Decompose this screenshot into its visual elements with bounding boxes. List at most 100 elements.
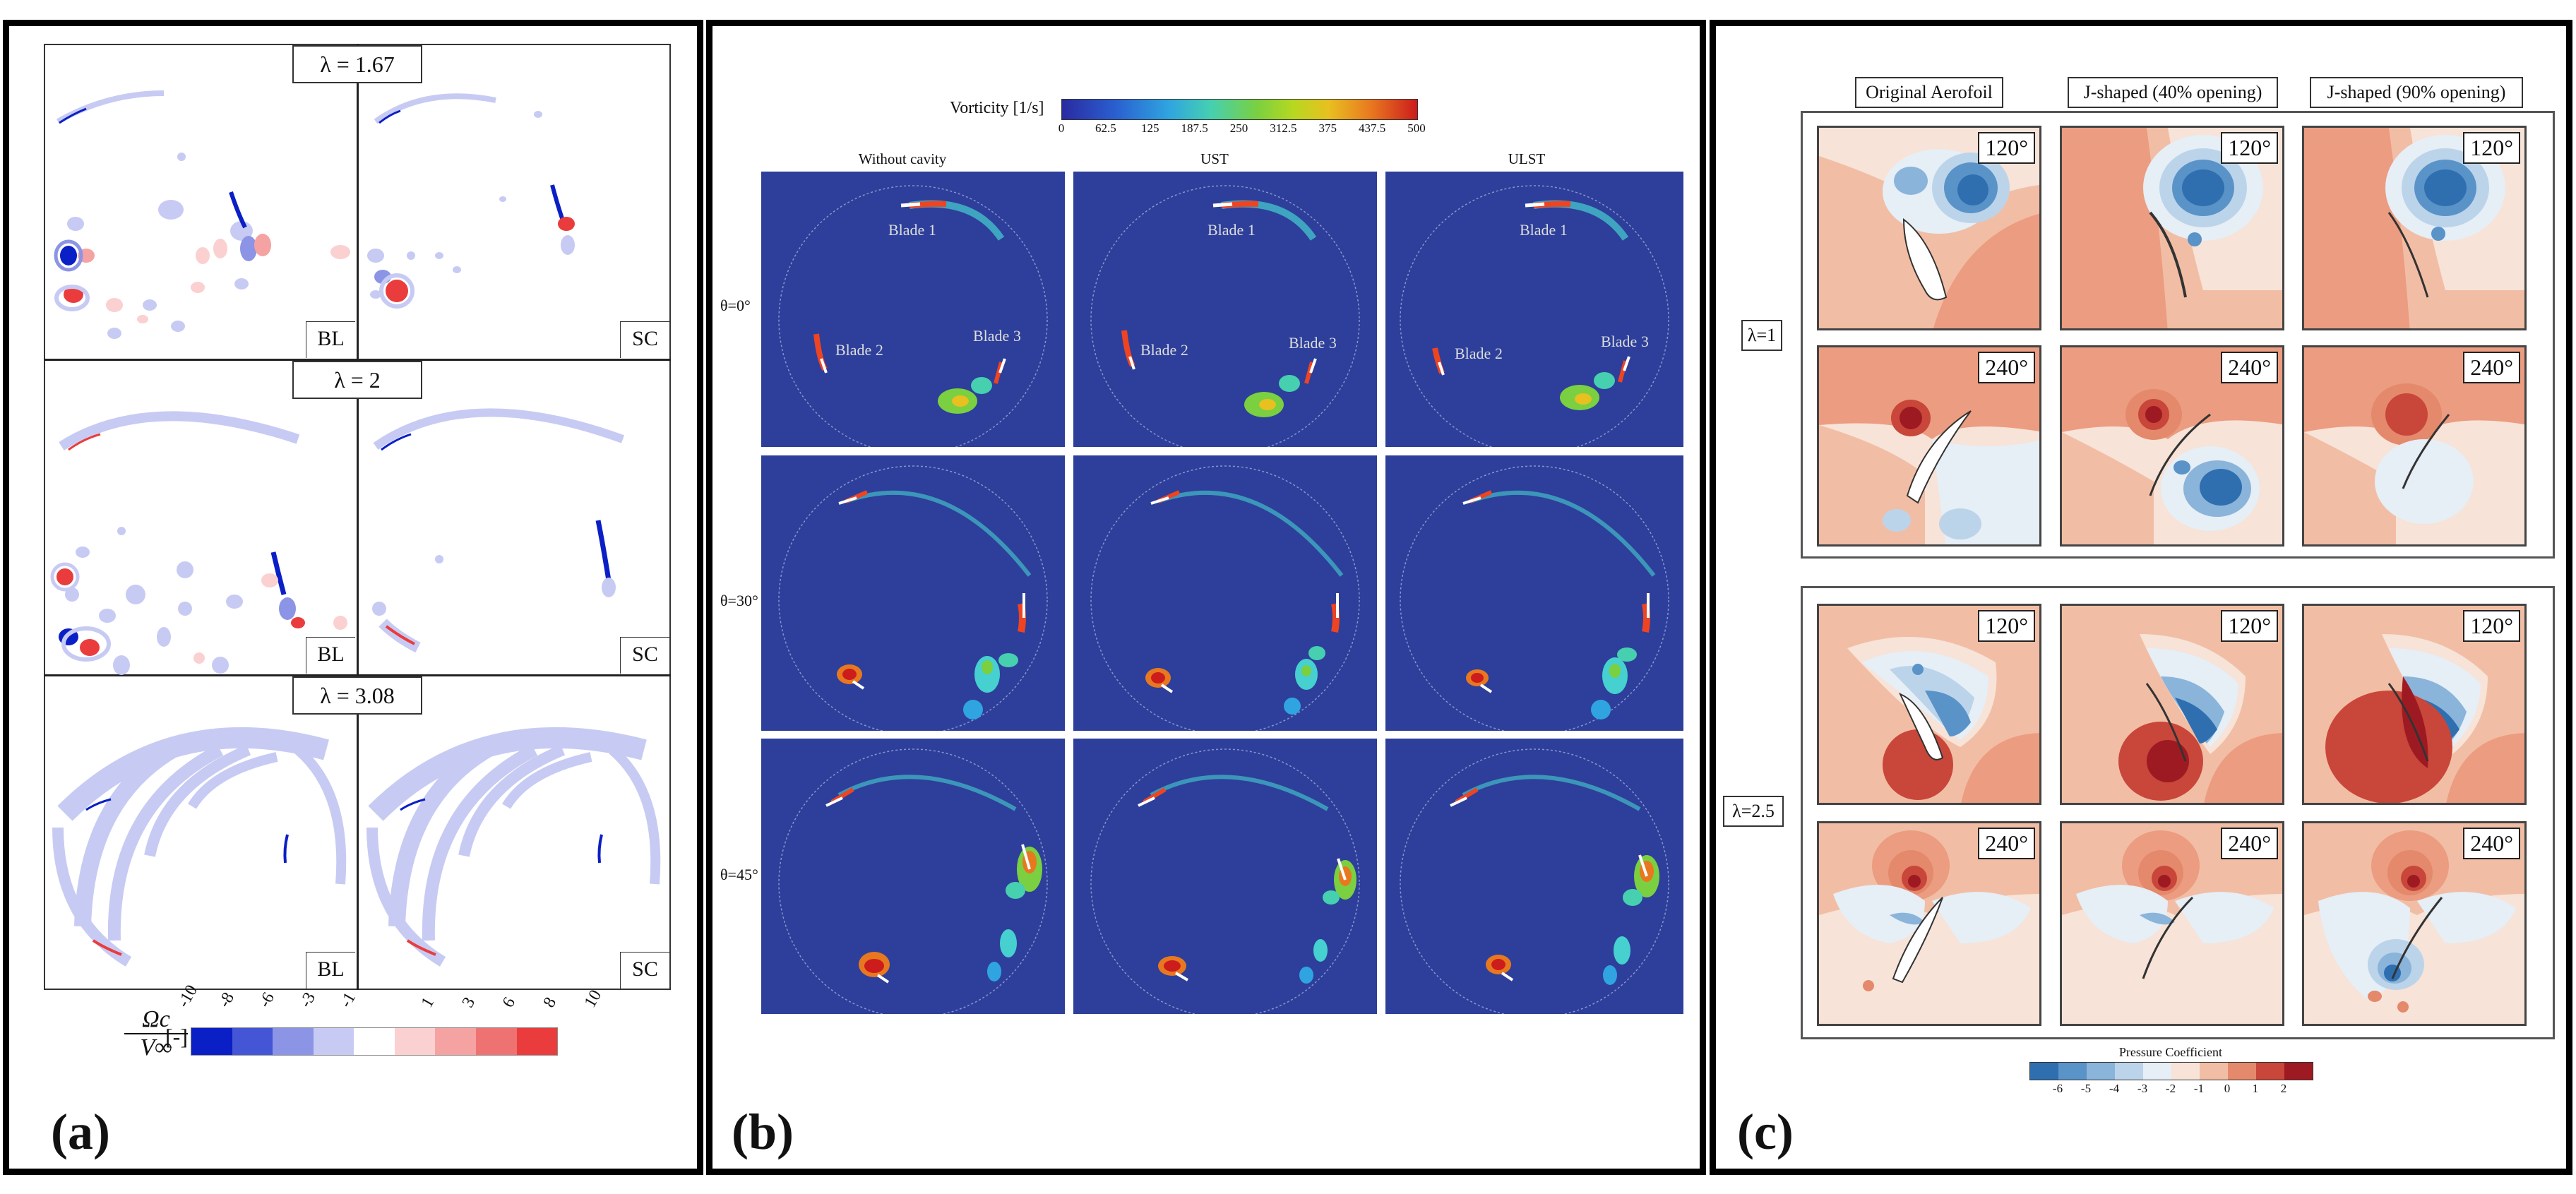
colorbar-swatch bbox=[435, 1028, 476, 1055]
colorbar-tick-label: -4 bbox=[2109, 1082, 2120, 1095]
panel-c-group-frame-2 bbox=[1801, 586, 2555, 1039]
colorbar-swatch bbox=[313, 1028, 354, 1055]
vorticity-cell-r3c1 bbox=[761, 739, 1065, 1014]
sc-label-row3: SC bbox=[620, 952, 669, 989]
cp-cell-g2-240-c1: 240° bbox=[1817, 821, 2041, 1026]
blade-2-label: Blade 2 bbox=[1140, 341, 1188, 359]
panel-b-colorbar-title: Vorticity [1/s] bbox=[950, 99, 1044, 117]
colorbar-tick-label: -6 bbox=[255, 989, 279, 1011]
panel-a-divider-v bbox=[357, 44, 359, 990]
cp-cell-g2-120-c1: 120° bbox=[1817, 604, 2041, 805]
colorbar-tick-label: 1 bbox=[417, 994, 439, 1011]
panel-b-row-label-3: θ=45° bbox=[720, 866, 758, 883]
angle-label: 240° bbox=[2463, 352, 2520, 383]
colorbar-swatch bbox=[354, 1028, 395, 1055]
vorticity-cell-r1c2: Blade 1 Blade 2 Blade 3 bbox=[1073, 172, 1377, 447]
colorbar-tick-label: 3 bbox=[458, 994, 479, 1011]
colorbar-tick-label: 2 bbox=[2280, 1082, 2287, 1095]
panel-c-col-header-3: J-shaped (90% opening) bbox=[2310, 77, 2523, 108]
vorticity-cell-r3c2 bbox=[1073, 739, 1377, 1014]
cp-cell-g1-240-c3: 240° bbox=[2302, 345, 2527, 547]
lambda-label-1: λ = 1.67 bbox=[292, 45, 422, 83]
blade-3-label: Blade 3 bbox=[1601, 333, 1649, 350]
bl-label-row2: BL bbox=[306, 637, 355, 674]
colorbar-swatch bbox=[273, 1028, 314, 1055]
sc-label-row2: SC bbox=[620, 637, 669, 674]
angle-label: 120° bbox=[2221, 132, 2278, 164]
colorbar-tick-label: -1 bbox=[336, 989, 360, 1011]
colorbar-tick-label: 125 bbox=[1141, 121, 1159, 135]
blade-2-label: Blade 2 bbox=[835, 341, 883, 359]
colorbar-swatch bbox=[2087, 1063, 2115, 1080]
colorbar-tick-label: 6 bbox=[499, 994, 520, 1011]
colorbar-swatch bbox=[2058, 1063, 2087, 1080]
cp-cell-g1-120-c2: 120° bbox=[2060, 126, 2284, 330]
bl-label-row3: BL bbox=[306, 952, 355, 989]
colorbar-tick-label: -1 bbox=[2193, 1082, 2205, 1095]
panel-b-col-header-2: UST bbox=[1200, 150, 1229, 167]
panel-a-divider-h1 bbox=[44, 359, 671, 361]
colorbar-tick-label: -8 bbox=[215, 989, 238, 1011]
colorbar-swatch bbox=[475, 1028, 517, 1055]
colorbar-swatch bbox=[394, 1028, 436, 1055]
blade-3-label: Blade 3 bbox=[1289, 334, 1337, 352]
colorbar-swatch bbox=[2171, 1063, 2200, 1080]
panel-c-lambda-label-2: λ=2.5 bbox=[1723, 796, 1784, 827]
angle-label: 240° bbox=[2221, 352, 2278, 383]
panel-c-lambda-label-1: λ=1 bbox=[1741, 320, 1782, 351]
panel-a-divider-h2 bbox=[44, 674, 671, 676]
colorbar-tick-label: 187.5 bbox=[1181, 121, 1208, 135]
panel-c-col-header-1: Original Aerofoil bbox=[1855, 77, 2003, 108]
panel-b-label: (b) bbox=[732, 1104, 794, 1160]
cp-cell-g1-240-c2: 240° bbox=[2060, 345, 2284, 547]
colorbar-tick-label: 375 bbox=[1318, 121, 1337, 135]
cp-cell-g2-120-c2: 120° bbox=[2060, 604, 2284, 805]
cp-cell-g2-240-c3: 240° bbox=[2302, 821, 2527, 1026]
panel-c-colorbar-ticks: -6 -5 -4 -3 -2 -1 0 1 2 bbox=[2029, 1082, 2312, 1097]
vorticity-cell-r1c3: Blade 1 Blade 2 Blade 3 bbox=[1385, 172, 1683, 447]
vorticity-cell-r1c1: Blade 1 Blade 2 Blade 3 bbox=[761, 172, 1065, 447]
colorbar-swatch bbox=[2284, 1063, 2313, 1080]
blade-3-label: Blade 3 bbox=[973, 327, 1021, 345]
vorticity-cell-r2c2 bbox=[1073, 455, 1377, 731]
cp-cell-g1-120-c3: 120° bbox=[2302, 126, 2527, 330]
cp-cell-g2-240-c2: 240° bbox=[2060, 821, 2284, 1026]
vorticity-row3-sc bbox=[366, 727, 661, 967]
colorbar-swatch bbox=[2143, 1063, 2171, 1080]
cp-cell-g1-120-c1: 120° bbox=[1817, 126, 2041, 330]
vorticity-row2-bl bbox=[50, 411, 347, 675]
panel-c-label: (c) bbox=[1737, 1104, 1794, 1160]
panel-a-label: (a) bbox=[51, 1104, 110, 1160]
panel-c-col-header-2: J-shaped (40% opening) bbox=[2068, 77, 2278, 108]
colorbar-swatch bbox=[191, 1028, 232, 1055]
colorbar-tick-label: 250 bbox=[1229, 121, 1248, 135]
colorbar-tick-label: -3 bbox=[2137, 1082, 2148, 1095]
angle-label: 240° bbox=[2463, 828, 2520, 859]
vorticity-row1-bl bbox=[54, 90, 350, 339]
colorbar-tick-label: 0 bbox=[2224, 1082, 2231, 1095]
colorbar-swatch bbox=[2030, 1063, 2058, 1080]
bl-label-row1: BL bbox=[306, 321, 355, 358]
panel-a-colorbar-unit: [-] bbox=[165, 1024, 188, 1049]
colorbar-tick-label: -6 bbox=[2052, 1082, 2063, 1095]
colorbar-tick-label: 1 bbox=[2252, 1082, 2259, 1095]
lambda-label-3: λ = 3.08 bbox=[292, 676, 422, 715]
vorticity-cell-r2c3 bbox=[1385, 455, 1683, 731]
sc-label-row1: SC bbox=[620, 321, 669, 358]
colorbar-tick-label: 0 bbox=[1058, 121, 1065, 135]
colorbar-swatch bbox=[516, 1028, 558, 1055]
colorbar-swatch bbox=[232, 1028, 273, 1055]
angle-label: 120° bbox=[1978, 132, 2035, 164]
panel-c-group-frame-1 bbox=[1801, 111, 2555, 559]
panel-b-col-header-1: Without cavity bbox=[858, 150, 947, 167]
panel-b-colorbar bbox=[1061, 99, 1418, 120]
vorticity-cell-r3c3 bbox=[1385, 739, 1683, 1014]
colorbar-swatch bbox=[2228, 1063, 2256, 1080]
angle-label: 120° bbox=[2463, 132, 2520, 164]
vorticity-cell-r2c1 bbox=[761, 455, 1065, 731]
panel-b-col-header-3: ULST bbox=[1508, 150, 1546, 167]
angle-label: 120° bbox=[1978, 610, 2035, 642]
angle-label: 240° bbox=[1978, 352, 2035, 383]
lambda-label-2: λ = 2 bbox=[292, 361, 422, 399]
angle-label: 240° bbox=[1978, 828, 2035, 859]
